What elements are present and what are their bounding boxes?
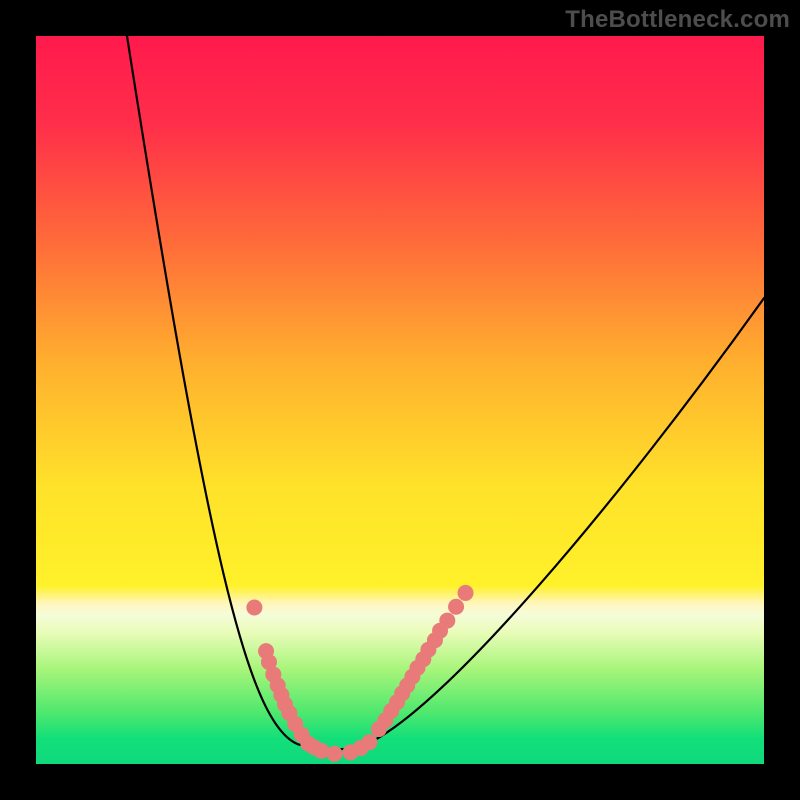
- plot-area: [36, 36, 764, 764]
- data-marker: [448, 599, 464, 615]
- plot-svg: [36, 36, 764, 764]
- data-marker: [246, 599, 262, 615]
- watermark-text: TheBottleneck.com: [565, 6, 790, 34]
- data-marker: [361, 734, 377, 750]
- data-marker: [439, 613, 455, 629]
- data-marker: [326, 746, 342, 762]
- data-marker: [458, 585, 474, 601]
